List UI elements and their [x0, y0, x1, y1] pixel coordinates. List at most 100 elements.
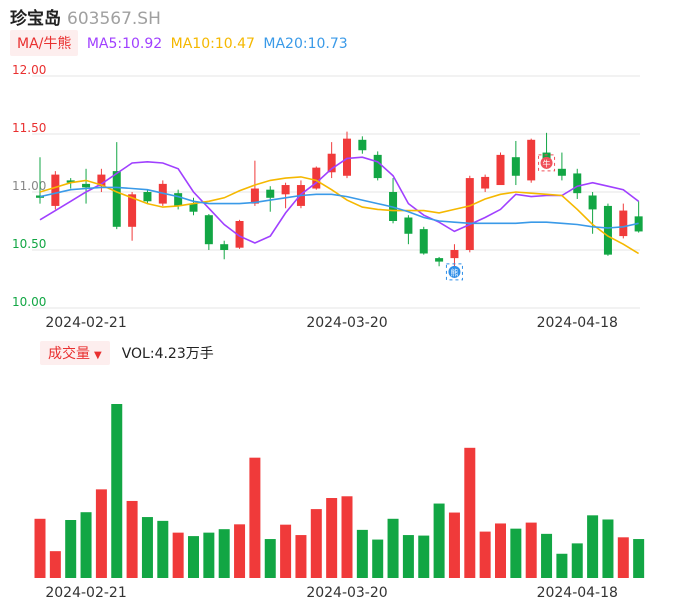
volume-bar[interactable]: [372, 539, 384, 578]
candlestick[interactable]: [204, 214, 213, 250]
volume-bar[interactable]: [234, 524, 246, 578]
candlestick[interactable]: [619, 203, 628, 239]
candle-body: [128, 194, 137, 227]
candlestick[interactable]: [327, 142, 336, 179]
volume-bar[interactable]: [571, 543, 583, 578]
ma-indicator-selector[interactable]: MA/牛熊: [10, 30, 79, 56]
candlestick[interactable]: [266, 186, 275, 212]
volume-bar[interactable]: [556, 553, 568, 578]
volume-bar[interactable]: [49, 551, 61, 578]
price-date-label: 2024-02-21: [45, 315, 126, 331]
volume-bar[interactable]: [111, 404, 123, 578]
ma20-line: [39, 186, 639, 229]
volume-bar[interactable]: [633, 539, 645, 578]
candlestick[interactable]: [97, 168, 106, 192]
volume-bar[interactable]: [495, 523, 506, 578]
bull-signal-marker[interactable]: 牛: [538, 154, 556, 172]
volume-bar[interactable]: [218, 529, 230, 578]
candlestick[interactable]: [281, 182, 290, 209]
candlestick[interactable]: [634, 201, 643, 233]
candle-body: [82, 183, 91, 188]
volume-bar[interactable]: [617, 537, 629, 578]
volume-bar[interactable]: [65, 520, 77, 578]
volume-bar[interactable]: [433, 503, 445, 578]
volume-bar[interactable]: [157, 520, 169, 578]
candle-body: [51, 174, 60, 206]
ma5-line: [39, 156, 640, 244]
candlestick[interactable]: [573, 168, 582, 199]
volume-bar[interactable]: [448, 512, 460, 578]
volume-bar[interactable]: [602, 519, 614, 578]
candlestick[interactable]: [557, 152, 566, 181]
volume-bar[interactable]: [341, 496, 353, 578]
volume-bars: [34, 404, 645, 578]
candle-body: [465, 178, 474, 250]
volume-bar[interactable]: [203, 532, 215, 578]
volume-bar[interactable]: [188, 536, 199, 578]
candle-body: [36, 195, 44, 198]
candlestick[interactable]: [112, 142, 121, 230]
candle-body: [312, 167, 321, 189]
candlestick[interactable]: [82, 168, 91, 204]
volume-bar[interactable]: [264, 539, 276, 578]
volume-bar[interactable]: [95, 489, 107, 578]
price-x-axis: 2024-02-21 2024-03-20 2024-04-18: [45, 315, 618, 331]
candlestick[interactable]: [481, 174, 490, 192]
candle-body: [435, 258, 444, 262]
candlestick[interactable]: [511, 140, 520, 186]
candlestick[interactable]: [603, 203, 612, 256]
candlestick[interactable]: [128, 192, 137, 241]
volume-bar[interactable]: [141, 517, 153, 578]
candlestick[interactable]: [527, 138, 536, 183]
caret-down-icon: ▼: [94, 350, 102, 361]
candlestick[interactable]: [358, 136, 367, 154]
candlestick[interactable]: [496, 152, 505, 186]
volume-bar[interactable]: [126, 500, 138, 578]
volume-bar[interactable]: [280, 524, 292, 578]
volume-bar[interactable]: [249, 457, 261, 578]
candlestick[interactable]: [250, 160, 259, 206]
candlestick[interactable]: [235, 219, 244, 249]
volume-indicator-selector[interactable]: 成交量 ▼: [40, 341, 110, 365]
volume-bar[interactable]: [479, 531, 491, 578]
volume-bar[interactable]: [464, 447, 476, 578]
candle-body: [588, 195, 597, 210]
volume-bar[interactable]: [402, 535, 414, 578]
candle-body: [189, 203, 198, 212]
price-tick-label: 12.00: [12, 63, 46, 77]
candle-body: [481, 176, 490, 189]
candlestick-series: [36, 131, 643, 278]
volume-bar[interactable]: [172, 532, 184, 578]
volume-bar[interactable]: [34, 518, 46, 578]
candlestick[interactable]: [312, 166, 321, 190]
volume-bar[interactable]: [326, 498, 338, 578]
candle-body: [373, 154, 382, 179]
volume-bar[interactable]: [510, 528, 522, 578]
volume-bar[interactable]: [356, 529, 368, 578]
candle-body: [358, 139, 367, 151]
candlestick[interactable]: [373, 151, 382, 181]
volume-bar[interactable]: [310, 509, 322, 578]
volume-bar[interactable]: [295, 535, 307, 578]
volume-indicator-label: 成交量: [48, 346, 90, 362]
price-date-label: 2024-04-18: [537, 315, 618, 331]
candlestick[interactable]: [435, 256, 444, 267]
candlestick[interactable]: [220, 240, 229, 260]
stock-code: 603567.SH: [67, 9, 161, 29]
volume-bar[interactable]: [525, 522, 537, 578]
volume-bar[interactable]: [387, 518, 399, 578]
candlestick[interactable]: [143, 189, 152, 204]
candlestick[interactable]: [419, 226, 428, 255]
candlestick[interactable]: [465, 175, 474, 253]
candlestick[interactable]: [404, 215, 413, 245]
volume-bar[interactable]: [587, 515, 599, 578]
volume-bar[interactable]: [541, 533, 553, 578]
bear-signal-marker[interactable]: 熊: [445, 263, 463, 281]
candlestick[interactable]: [51, 171, 60, 210]
volume-bar[interactable]: [418, 535, 430, 578]
volume-bar[interactable]: [80, 512, 92, 578]
candlestick[interactable]: [389, 178, 398, 224]
stock-header: 珍宝岛 603567.SH: [10, 4, 161, 29]
candlestick[interactable]: [343, 131, 351, 179]
